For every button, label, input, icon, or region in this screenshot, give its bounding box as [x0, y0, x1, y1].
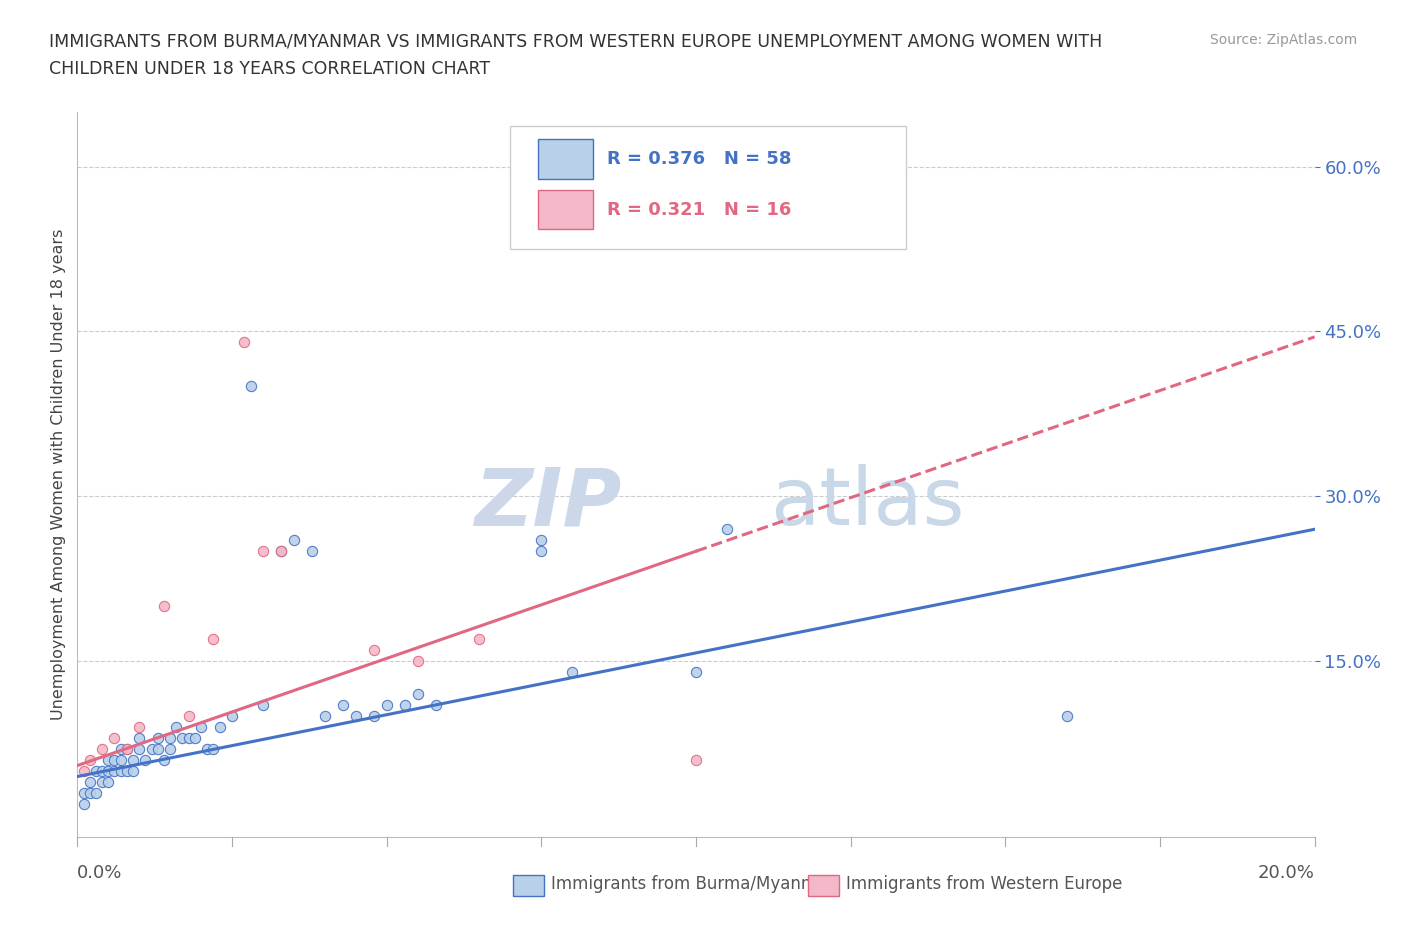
Point [84, 786, 107, 801]
Point [1056, 709, 1078, 724]
Point [314, 709, 336, 724]
Point [468, 631, 491, 646]
Point [184, 731, 207, 746]
Point [394, 698, 416, 712]
Point [97, 775, 120, 790]
Point [270, 544, 292, 559]
FancyBboxPatch shape [537, 139, 593, 179]
Point [79, 752, 101, 767]
Point [103, 764, 125, 778]
Point [685, 752, 707, 767]
Point [72, 764, 94, 778]
Point [141, 741, 163, 756]
Point [84, 764, 107, 778]
Point [103, 731, 125, 746]
Point [91, 741, 114, 756]
Point [97, 752, 120, 767]
Point [195, 741, 218, 756]
Point [165, 720, 187, 735]
Point [91, 764, 114, 778]
Point [72, 797, 94, 812]
Point [233, 335, 256, 350]
Text: ZIP: ZIP [474, 464, 621, 542]
FancyBboxPatch shape [537, 190, 593, 230]
Text: CHILDREN UNDER 18 YEARS CORRELATION CHART: CHILDREN UNDER 18 YEARS CORRELATION CHAR… [49, 60, 491, 78]
Point [332, 698, 354, 712]
Point [128, 720, 150, 735]
Point [716, 522, 738, 537]
Point [363, 643, 385, 658]
Point [530, 170, 553, 185]
Point [301, 544, 323, 559]
Text: Immigrants from Burma/Myanmar: Immigrants from Burma/Myanmar [551, 874, 834, 893]
Point [97, 764, 120, 778]
Point [530, 544, 553, 559]
Point [110, 741, 132, 756]
Text: Immigrants from Western Europe: Immigrants from Western Europe [846, 874, 1123, 893]
Point [79, 775, 101, 790]
Point [72, 786, 94, 801]
Point [177, 709, 200, 724]
Point [110, 764, 132, 778]
Point [122, 752, 145, 767]
Point [561, 665, 583, 680]
Point [406, 686, 429, 701]
Point [190, 720, 212, 735]
Text: atlas: atlas [770, 464, 965, 542]
Point [375, 698, 398, 712]
Point [177, 731, 200, 746]
Point [252, 698, 274, 712]
Point [91, 775, 114, 790]
Point [685, 665, 707, 680]
Point [146, 741, 169, 756]
Text: 0.0%: 0.0% [77, 865, 122, 883]
Point [159, 741, 181, 756]
Point [283, 533, 305, 548]
Point [239, 379, 262, 393]
Text: Source: ZipAtlas.com: Source: ZipAtlas.com [1209, 33, 1357, 46]
Point [153, 752, 176, 767]
Point [172, 731, 194, 746]
FancyBboxPatch shape [510, 126, 907, 249]
Point [128, 741, 150, 756]
Text: R = 0.321   N = 16: R = 0.321 N = 16 [607, 201, 792, 219]
Point [202, 631, 225, 646]
Point [103, 752, 125, 767]
Point [530, 533, 553, 548]
Point [153, 599, 176, 614]
Point [115, 741, 138, 756]
Point [221, 709, 243, 724]
Point [134, 752, 156, 767]
Text: IMMIGRANTS FROM BURMA/MYANMAR VS IMMIGRANTS FROM WESTERN EUROPE UNEMPLOYMENT AMO: IMMIGRANTS FROM BURMA/MYANMAR VS IMMIGRA… [49, 33, 1102, 50]
Point [122, 764, 145, 778]
Point [406, 654, 429, 669]
Point [363, 709, 385, 724]
Text: 20.0%: 20.0% [1258, 865, 1315, 883]
Point [202, 741, 225, 756]
Point [115, 764, 138, 778]
Y-axis label: Unemployment Among Women with Children Under 18 years: Unemployment Among Women with Children U… [51, 229, 66, 720]
Point [252, 544, 274, 559]
Point [79, 786, 101, 801]
Point [128, 731, 150, 746]
Text: R = 0.376   N = 58: R = 0.376 N = 58 [607, 150, 792, 167]
Point [208, 720, 231, 735]
Point [159, 731, 181, 746]
Point [425, 698, 447, 712]
Point [146, 731, 169, 746]
Point [270, 544, 292, 559]
Point [344, 709, 367, 724]
Point [110, 752, 132, 767]
Point [115, 741, 138, 756]
